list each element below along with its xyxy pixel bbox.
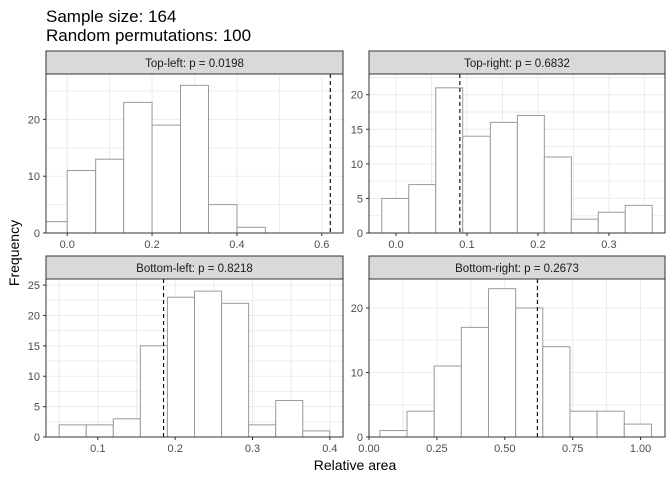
histogram-bar [624, 204, 653, 234]
histogram-bar [194, 290, 223, 438]
y-tick-label: 15 [351, 124, 363, 136]
histogram-bar [596, 410, 625, 438]
histogram-bar [515, 307, 544, 438]
y-tick-label: 25 [28, 280, 40, 292]
histogram-bar [248, 424, 277, 438]
y-tick-label: 10 [28, 171, 40, 183]
histogram-bar [569, 410, 598, 438]
x-tick-label: 0.3 [601, 239, 616, 251]
x-tick-label: 0.2 [168, 443, 183, 455]
panel-top-right: Top-right: p = 0.6832 0.0 0.1 0.2 0.3 0 5 10 15 2… [351, 50, 666, 251]
y-tick-label: 20 [351, 303, 363, 315]
histogram-bar [45, 221, 68, 234]
histogram-bar [408, 184, 437, 234]
histogram-bar [275, 400, 304, 438]
facet-strip-label: Top-left: p = 0.0198 [145, 58, 244, 70]
histogram-bar [221, 302, 250, 438]
y-axis-title: Frequency [6, 220, 22, 286]
histogram-bar [179, 84, 210, 234]
facet-strip-label: Bottom-right: p = 0.2673 [455, 263, 579, 275]
x-tick-label: 0.25 [426, 443, 447, 455]
x-tick-label: 0.0 [60, 239, 75, 251]
histogram-bar [58, 424, 87, 438]
histogram-bar [542, 346, 571, 438]
x-tick-label: 0.3 [245, 443, 260, 455]
histogram-bar [623, 423, 652, 438]
histogram-bar [112, 418, 141, 438]
x-tick-label: 0.0 [388, 239, 403, 251]
panel-border [45, 73, 344, 234]
y-tick-label: 0 [357, 432, 363, 444]
histogram-bar [151, 124, 181, 234]
y-tick-label: 20 [351, 90, 363, 102]
histogram-bar [379, 430, 408, 438]
x-tick-label: 0.6 [314, 239, 329, 251]
y-tick-label: 10 [351, 368, 363, 380]
y-tick-label: 0 [34, 228, 40, 240]
histogram-bar [462, 135, 491, 234]
y-tick-label: 20 [28, 114, 40, 126]
histogram-bar [85, 424, 114, 438]
panel-border [368, 73, 666, 234]
chart-title-line-1: Sample size: 164 [46, 7, 176, 26]
x-axis-title: Relative area [314, 457, 397, 473]
facet-strip-label: Top-right: p = 0.6832 [464, 58, 570, 70]
y-tick-label: 15 [28, 341, 40, 353]
histogram-bar [597, 211, 626, 234]
histogram-bar [66, 170, 97, 234]
histogram-bar [516, 114, 545, 234]
histogram-bar [406, 410, 435, 438]
histogram-bar [95, 158, 125, 234]
x-tick-label: 0.2 [530, 239, 545, 251]
histogram-bar [166, 296, 195, 438]
histogram-bar [433, 365, 462, 438]
histogram-bar [139, 345, 168, 438]
histogram-bar [543, 156, 572, 234]
y-tick-label: 0 [357, 228, 363, 240]
y-tick-label: 5 [357, 193, 363, 205]
panel-border [45, 278, 344, 438]
histogram-bar [236, 226, 266, 234]
chart-title-line-2: Random permutations: 100 [46, 26, 251, 45]
histogram-bar [435, 87, 464, 234]
x-tick-label: 0.00 [358, 443, 379, 455]
facet-strip-label: Bottom-left: p = 0.8218 [136, 263, 253, 275]
histogram-bar [487, 288, 517, 438]
x-tick-label: 0.1 [90, 443, 105, 455]
x-tick-label: 0.4 [322, 443, 337, 455]
y-tick-label: 10 [28, 371, 40, 383]
panel-bottom-left: Bottom-left: p = 0.8218 0.1 0.2 0.3 0.4 0 5 10 1… [28, 255, 344, 455]
x-tick-label: 0.50 [494, 443, 515, 455]
y-tick-label: 10 [351, 159, 363, 171]
histogram-bar [489, 121, 518, 234]
histogram-bar [208, 204, 238, 234]
x-tick-label: 0.2 [144, 239, 159, 251]
histogram-bar [570, 218, 599, 234]
y-tick-label: 5 [34, 402, 40, 414]
y-tick-label: 20 [28, 310, 40, 322]
y-tick-label: 0 [34, 432, 40, 444]
x-tick-label: 1.00 [630, 443, 651, 455]
x-tick-label: 0.4 [229, 239, 244, 251]
x-tick-label: 0.75 [562, 443, 583, 455]
histogram-bar [460, 326, 489, 438]
histogram-bar [123, 101, 153, 234]
panel-top-left: Top-left: p = 0.0198 0.0 0.2 0.4 0.6 0 10 20 [28, 50, 344, 251]
panel-bottom-right: Bottom-right: p = 0.2673 0.00 0.25 0.50 0.75… [351, 255, 666, 455]
histogram-bar [302, 430, 331, 438]
panel-border [368, 278, 666, 438]
histogram-bar [381, 197, 410, 234]
x-tick-label: 0.1 [459, 239, 474, 251]
